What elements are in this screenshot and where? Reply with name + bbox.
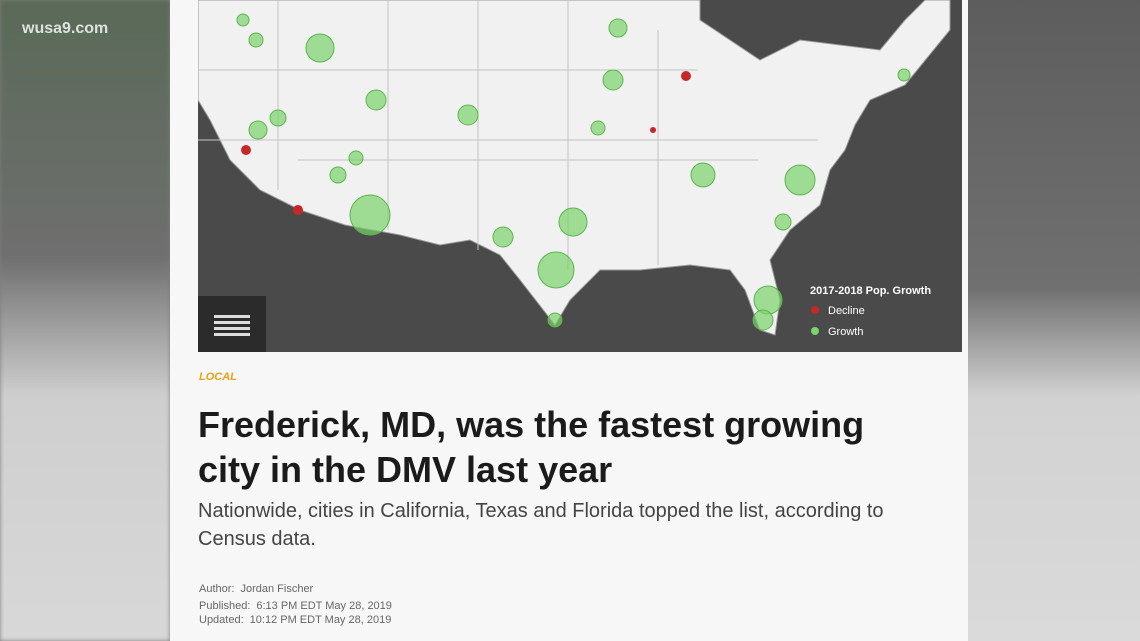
headline: Frederick, MD, was the fastest growing c… (198, 404, 865, 490)
byline-published: Published: 6:13 PM EDT May 28, 2019 (199, 600, 398, 612)
legend-swatch (811, 306, 819, 314)
date: 6:13 PM EDT May 28, 2019 (256, 600, 392, 612)
background-blur (968, 0, 1140, 641)
legend-swatch (811, 327, 819, 335)
map: 2017-2018 Pop. Growth Decline Growth (198, 0, 962, 352)
author: Jordan Fischer (240, 583, 314, 595)
legend-title: 2017-2018 Pop. Growth (810, 285, 931, 297)
byline-updated: Updated: 10:12 PM EDT May 28, 2019 (199, 614, 397, 626)
menu-button[interactable] (198, 296, 266, 352)
label: Updated: (199, 614, 244, 626)
section-label[interactable]: LOCAL (199, 371, 237, 383)
watermark: wusa9.com (22, 20, 109, 37)
subheadline: Nationwide, cities in California, Texas … (198, 500, 884, 550)
background-blur (0, 0, 170, 641)
byline-author: Author: Jordan Fischer (199, 583, 319, 595)
legend-item: Decline (828, 305, 865, 317)
label: Published: (199, 600, 251, 612)
date: 10:12 PM EDT May 28, 2019 (249, 614, 392, 626)
legend-item: Growth (828, 326, 863, 338)
label: Author: (199, 583, 235, 595)
